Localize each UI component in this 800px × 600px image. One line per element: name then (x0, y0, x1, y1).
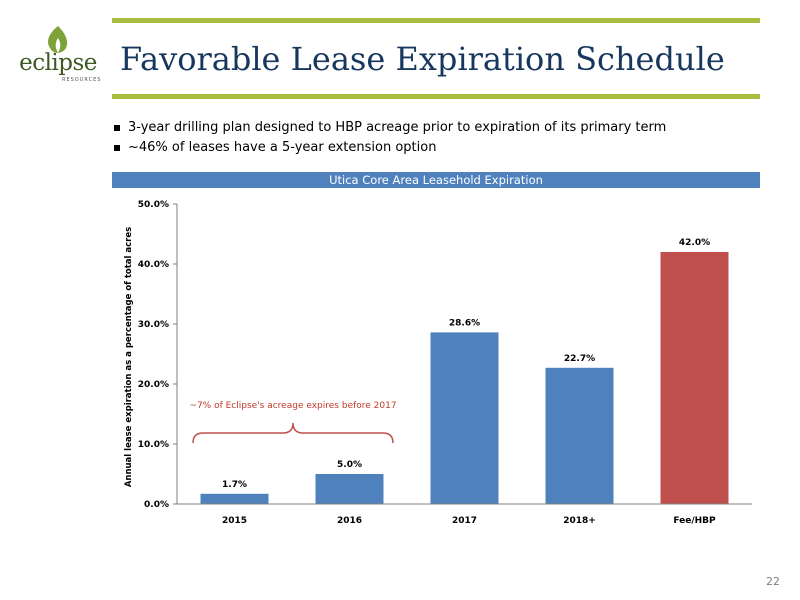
data-label: 1.7% (222, 480, 247, 490)
title-bottom-rule (112, 94, 760, 99)
x-tick-label: 2018+ (563, 516, 596, 526)
bars (200, 252, 729, 504)
bar (660, 252, 729, 504)
bullet-item: ~46% of leases have a 5-year extension o… (114, 138, 666, 158)
y-tick-label: 30.0% (138, 320, 169, 330)
x-tick-label: 2015 (222, 516, 247, 526)
x-axis: 2015 2016 2017 2018+ Fee/HBP (177, 503, 752, 526)
bar (315, 474, 384, 504)
bar (430, 332, 499, 504)
annotation-brace (192, 422, 394, 444)
y-tick-label: 20.0% (138, 380, 169, 390)
y-tick-label: 40.0% (138, 260, 169, 270)
y-axis: 0.0% 10.0% 20.0% 30.0% 40.0% 50.0% (138, 200, 178, 510)
title-top-rule (112, 18, 760, 23)
page-title: Favorable Lease Expiration Schedule (120, 40, 725, 78)
bullet-item: 3-year drilling plan designed to HBP acr… (114, 118, 666, 138)
data-label: 28.6% (449, 318, 480, 328)
page-number: 22 (766, 575, 780, 588)
x-tick-label: 2017 (452, 516, 477, 526)
bar (545, 367, 614, 504)
bullet-list: 3-year drilling plan designed to HBP acr… (114, 118, 666, 158)
flame-icon (48, 26, 68, 53)
y-tick-label: 10.0% (138, 440, 169, 450)
y-axis-label: Annual lease expiration as a percentage … (124, 227, 134, 487)
data-label: 42.0% (679, 238, 710, 248)
y-tick-label: 50.0% (138, 200, 169, 210)
data-label: 5.0% (337, 460, 362, 470)
x-tick-label: 2016 (337, 516, 362, 526)
eclipse-logo: eclipse RESOURCES (12, 24, 104, 84)
logo-subtext: RESOURCES (62, 77, 102, 83)
bar (200, 493, 269, 504)
chart-title: Utica Core Area Leasehold Expiration (112, 172, 760, 188)
y-tick-label: 0.0% (144, 500, 169, 510)
logo-wordmark: eclipse (19, 50, 97, 76)
x-tick-label: Fee/HBP (673, 516, 716, 526)
annotation-text: ~7% of Eclipse's acreage expires before … (189, 401, 396, 411)
data-label: 22.7% (564, 354, 595, 364)
data-labels: 1.7% 5.0% 28.6% 22.7% 42.0% (222, 238, 710, 490)
